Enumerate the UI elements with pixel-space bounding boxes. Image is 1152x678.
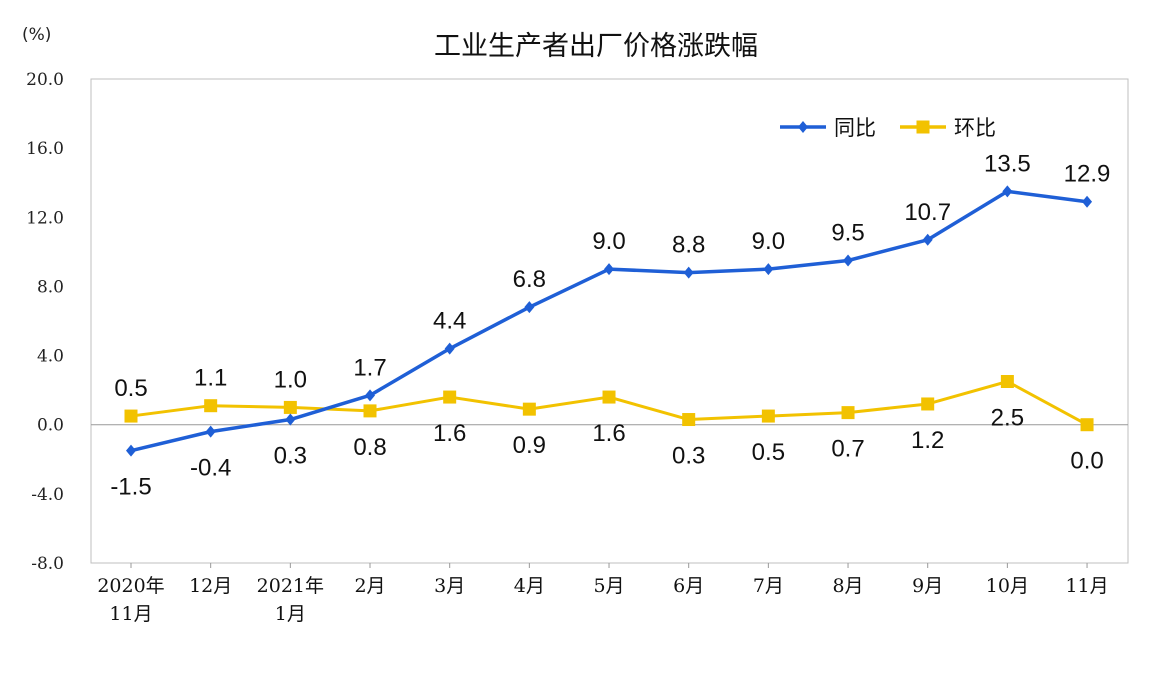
x-tick-label: 2020年	[97, 575, 164, 597]
x-tick-label: 7月	[753, 575, 784, 597]
x-tick-label: 2021年	[257, 575, 324, 597]
y-tick-label: 4.0	[37, 347, 64, 367]
data-point-mom	[921, 397, 935, 411]
y-tick-label: 8.0	[37, 277, 64, 297]
legend-label: 同比	[834, 116, 876, 140]
x-tick-label: 3月	[434, 575, 465, 597]
data-label-yoy: 9.0	[592, 228, 625, 255]
y-tick-label: 0.0	[37, 416, 64, 436]
data-point-yoy	[205, 425, 216, 438]
data-label-yoy: -0.4	[190, 455, 231, 482]
legend-diamond-icon	[798, 121, 808, 133]
data-point-yoy	[843, 254, 854, 267]
data-label-mom: 0.8	[353, 434, 386, 461]
data-point-mom	[682, 413, 696, 427]
data-label-mom: 0.7	[831, 436, 864, 463]
x-tick-label: 4月	[514, 575, 545, 597]
data-label-yoy: 9.5	[831, 220, 864, 247]
x-tick-label: 5月	[593, 575, 624, 597]
y-tick-label: 16.0	[26, 139, 64, 159]
data-point-yoy	[285, 413, 296, 426]
data-label-mom: 1.2	[911, 427, 944, 454]
chart-title: 工业生产者出厂价格涨跌幅	[434, 31, 758, 62]
data-point-yoy	[365, 389, 376, 402]
x-tick-label: 9月	[912, 575, 943, 597]
data-label-mom: 0.3	[672, 443, 705, 470]
data-point-mom	[841, 406, 855, 420]
x-tick-label: 6月	[673, 575, 704, 597]
data-label-yoy: 4.4	[433, 308, 466, 335]
data-point-mom	[602, 390, 616, 404]
data-point-yoy	[922, 233, 933, 246]
data-label-yoy: -1.5	[110, 474, 151, 501]
data-labels-layer: -1.5 -0.4 0.3 1.7 4.4 6.8 9.0 8.8 9.0 9.5 10.7 13.5…	[110, 150, 1110, 500]
data-label-mom: 2.5	[991, 405, 1024, 432]
data-label-mom: 1.0	[274, 366, 307, 393]
x-tick-label: 2月	[354, 575, 385, 597]
legend-label: 环比	[954, 116, 996, 140]
data-label-yoy: 9.0	[752, 228, 785, 255]
x-tick-label: 10月	[986, 575, 1029, 597]
x-tick-label: 12月	[189, 575, 232, 597]
data-point-yoy	[524, 301, 535, 314]
data-label-mom: 1.6	[433, 420, 466, 447]
data-label-yoy: 12.9	[1064, 161, 1111, 188]
data-point-mom	[204, 399, 218, 413]
data-label-yoy: 8.8	[672, 232, 705, 259]
data-point-yoy	[1082, 195, 1093, 208]
data-point-mom	[1000, 375, 1014, 388]
series-markers-layer	[124, 185, 1094, 457]
legend: 同比 环比	[780, 116, 996, 140]
data-point-yoy	[683, 266, 694, 279]
data-label-mom: 1.1	[194, 365, 227, 392]
data-point-mom	[443, 390, 457, 404]
x-tick-label: 1月	[275, 603, 306, 625]
data-point-mom	[1080, 418, 1094, 432]
x-tick-label: 11月	[1065, 575, 1108, 597]
data-label-mom: 0.9	[513, 432, 546, 459]
data-point-yoy	[126, 444, 136, 457]
data-point-mom	[124, 409, 138, 423]
data-label-mom: 0.5	[752, 439, 785, 466]
y-tick-label: 12.0	[26, 208, 64, 228]
data-label-yoy: 6.8	[513, 266, 546, 293]
data-point-mom	[363, 404, 377, 418]
data-label-mom: 0.0	[1070, 448, 1103, 475]
y-tick-label: -4.0	[31, 485, 64, 505]
data-point-yoy	[1002, 185, 1013, 198]
x-tick-label: 11月	[109, 603, 152, 625]
axis-layer: 20.0 16.0 12.0 8.0 4.0 0.0 -4.0 -8.0 2020年 11月 12月…	[26, 70, 1128, 625]
data-point-mom	[283, 400, 297, 414]
y-tick-label: 20.0	[26, 70, 64, 90]
data-point-mom	[522, 402, 536, 416]
data-point-mom	[761, 409, 775, 423]
data-point-yoy	[444, 342, 455, 355]
data-label-mom: 0.5	[114, 375, 147, 402]
data-label-yoy: 1.7	[353, 354, 386, 381]
y-tick-label: -8.0	[31, 554, 64, 574]
x-tick-label: 8月	[832, 575, 863, 597]
legend-square-icon	[916, 120, 930, 134]
plot-area	[90, 78, 1129, 564]
y-axis-unit: (%)	[22, 25, 51, 45]
data-label-yoy: 10.7	[904, 199, 951, 226]
data-label-mom: 1.6	[592, 420, 625, 447]
data-label-yoy: 13.5	[984, 150, 1031, 177]
data-point-yoy	[763, 263, 774, 276]
data-point-yoy	[604, 263, 615, 276]
data-label-yoy: 0.3	[274, 443, 307, 470]
